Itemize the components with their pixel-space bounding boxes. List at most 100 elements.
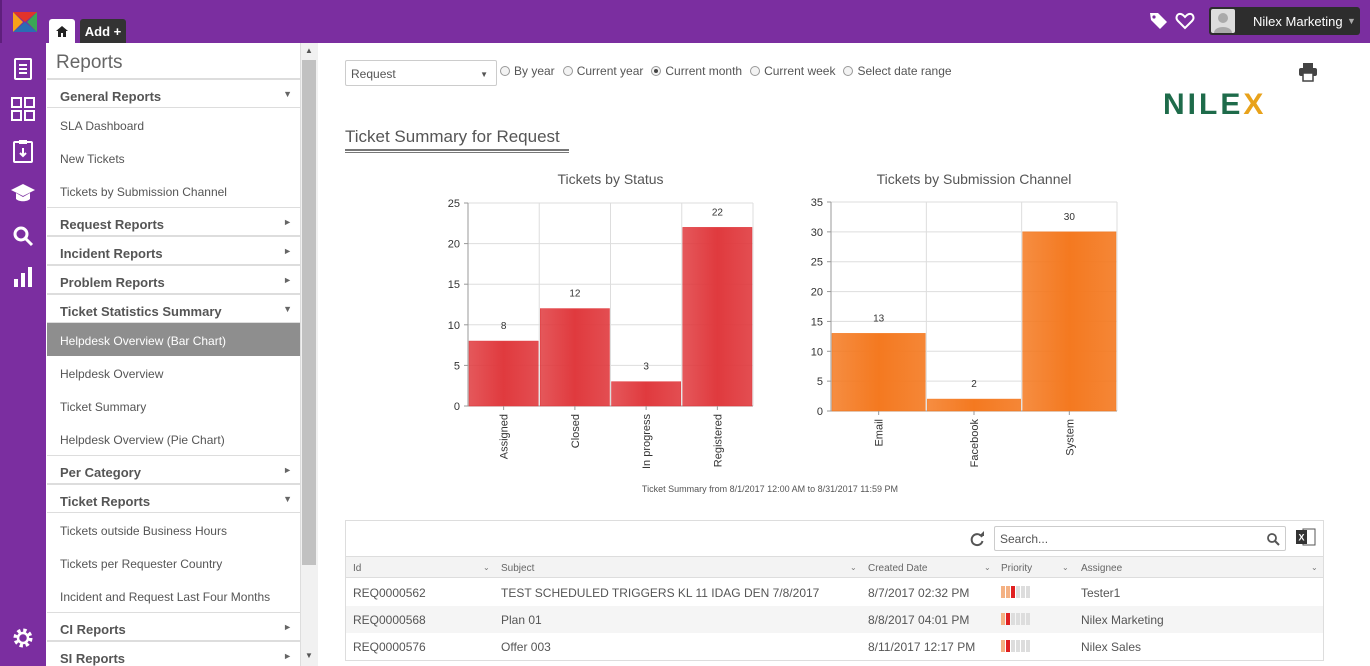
sidebar-section[interactable]: General Reports ▼ <box>47 79 300 108</box>
cell-assignee: Tester1 <box>1081 586 1121 600</box>
caret-right-icon: ► <box>283 217 292 227</box>
data-label: 3 <box>643 362 649 373</box>
dashboard-grid-icon[interactable] <box>11 97 35 121</box>
excel-export-icon[interactable]: X <box>1296 528 1316 546</box>
radio-button[interactable] <box>500 66 510 76</box>
print-icon[interactable] <box>1298 62 1318 82</box>
sidebar-item[interactable]: Tickets per Requester Country <box>60 557 223 571</box>
scroll-down-icon[interactable]: ▼ <box>305 651 313 660</box>
sidebar-item[interactable]: Helpdesk Overview (Pie Chart) <box>60 433 225 447</box>
scrollbar-thumb[interactable] <box>302 60 316 565</box>
grid-toolbar: Search... X <box>346 521 1323 555</box>
data-label: 13 <box>873 313 885 324</box>
radio-button[interactable] <box>651 66 662 76</box>
ticket-type-value: Request <box>351 67 396 81</box>
table-row[interactable]: REQ0000576 Offer 003 8/11/2017 12:17 PM Nil… <box>346 633 1323 660</box>
sidebar-section-label: Per Category <box>60 465 141 480</box>
radio-button[interactable] <box>750 66 761 76</box>
sidebar-item[interactable]: Incident and Request Last Four Months <box>60 590 271 604</box>
user-menu[interactable]: Nilex Marketing ▼ <box>1209 7 1360 35</box>
bar[interactable] <box>682 227 753 407</box>
sidebar-section[interactable]: CI Reports ► <box>47 612 300 641</box>
period-radio[interactable]: Current month <box>651 64 742 78</box>
sidebar-section[interactable]: Request Reports ► <box>47 207 300 236</box>
column-priority[interactable]: Priority <box>1001 563 1033 574</box>
sidebar-item[interactable]: Ticket Summary <box>60 400 147 414</box>
bar[interactable] <box>927 398 1021 412</box>
column-subject[interactable]: Subject <box>501 563 535 574</box>
tag-icon[interactable] <box>1149 11 1169 31</box>
column-id[interactable]: Id <box>353 563 362 574</box>
column-assignee[interactable]: Assignee <box>1081 563 1123 574</box>
period-radio[interactable]: Current week <box>750 64 835 78</box>
chart-title: Tickets by Status <box>557 171 663 187</box>
scroll-up-icon[interactable]: ▲ <box>305 46 313 55</box>
search-icon[interactable] <box>1266 532 1280 546</box>
period-radio-group: By year Current year Current month Current … <box>500 64 956 78</box>
home-tab[interactable] <box>49 19 75 43</box>
graduation-cap-icon[interactable] <box>11 181 35 205</box>
home-icon <box>56 25 68 37</box>
cell-created-date: 8/7/2017 02:32 PM <box>868 586 970 600</box>
bar[interactable] <box>1022 231 1117 412</box>
sidebar-section[interactable]: Ticket Reports ▼ <box>47 484 300 513</box>
status-bar-chart: Tickets by Status 0 5 10 15 20 25 8 Assigned 12 Cl… <box>448 171 754 469</box>
period-radio[interactable]: By year <box>500 64 555 78</box>
period-radio[interactable]: Select date range <box>843 64 952 78</box>
ticket-type-select[interactable]: Request ▼ <box>345 60 497 86</box>
channel-bar-chart: Tickets by Submission Channel 0 5 10 15 20 25 3… <box>811 171 1118 467</box>
bar[interactable] <box>540 308 610 407</box>
data-label: 30 <box>1064 212 1076 223</box>
sidebar-item[interactable]: Tickets outside Business Hours <box>60 524 227 538</box>
column-created-date[interactable]: Created Date <box>868 563 928 574</box>
sidebar-item[interactable]: Helpdesk Overview (Bar Chart) <box>47 323 300 356</box>
chevron-down-icon[interactable]: ⌄ <box>850 563 857 572</box>
chevron-down-icon[interactable]: ⌄ <box>1062 563 1069 572</box>
bar-chart-icon[interactable] <box>11 265 35 289</box>
y-tick-label: 35 <box>811 197 823 209</box>
bar[interactable] <box>611 381 681 407</box>
sidebar-section[interactable]: SI Reports ► <box>47 641 300 666</box>
period-radio[interactable]: Current year <box>562 64 643 78</box>
radio-label: Select date range <box>857 64 952 78</box>
app-logo-icon[interactable] <box>11 10 39 34</box>
sidebar-section-label: Problem Reports <box>60 275 165 290</box>
document-icon[interactable] <box>11 57 35 81</box>
radio-button[interactable] <box>562 66 573 76</box>
data-label: 12 <box>569 289 581 300</box>
chart-caption: Ticket Summary from 8/1/2017 12:00 AM to… <box>641 484 899 494</box>
x-tick-label: System <box>1064 419 1076 456</box>
x-tick-label: Registered <box>712 414 724 467</box>
sidebar-section[interactable]: Ticket Statistics Summary ▼ <box>47 294 300 323</box>
search-input[interactable]: Search... <box>994 526 1286 551</box>
sidebar-item[interactable]: SLA Dashboard <box>60 119 145 133</box>
sidebar-section[interactable]: Problem Reports ► <box>47 265 300 294</box>
chevron-down-icon[interactable]: ⌄ <box>1311 563 1318 572</box>
sidebar-item[interactable]: New Tickets <box>60 152 125 166</box>
add-button[interactable]: Add + <box>80 19 126 43</box>
chevron-down-icon[interactable]: ⌄ <box>483 563 490 572</box>
section-title: Ticket Summary for Request <box>345 127 560 146</box>
refresh-icon[interactable] <box>969 531 985 547</box>
table-row[interactable]: REQ0000568 Plan 01 8/8/2017 04:01 PM Nilex … <box>346 606 1323 633</box>
grid-header: Id ⌄ Subject ⌄ Created Date ⌄ Priority ⌄… <box>346 556 1323 578</box>
sidebar-item[interactable]: Helpdesk Overview <box>60 367 164 381</box>
avatar <box>1211 9 1235 33</box>
priority-indicator <box>1001 586 1030 598</box>
table-row[interactable]: REQ0000562 TEST SCHEDULED TRIGGERS KL 11 … <box>346 579 1323 606</box>
search-icon[interactable] <box>11 224 35 248</box>
sidebar-item[interactable]: Tickets by Submission Channel <box>60 185 227 199</box>
bar[interactable] <box>468 340 539 407</box>
chevron-down-icon: ▼ <box>1347 16 1356 26</box>
sidebar-section[interactable]: Per Category ► <box>47 455 300 484</box>
bar[interactable] <box>831 333 926 412</box>
chevron-down-icon[interactable]: ⌄ <box>984 563 991 572</box>
y-tick-label: 20 <box>811 287 823 299</box>
caret-down-icon: ▼ <box>283 304 292 314</box>
nilex-logo: NILEX <box>1163 88 1267 121</box>
heart-icon[interactable] <box>1175 11 1195 31</box>
clipboard-icon[interactable] <box>11 139 35 163</box>
sidebar-section[interactable]: Incident Reports ► <box>47 236 300 265</box>
radio-button[interactable] <box>843 66 854 76</box>
gear-icon[interactable] <box>11 626 35 650</box>
